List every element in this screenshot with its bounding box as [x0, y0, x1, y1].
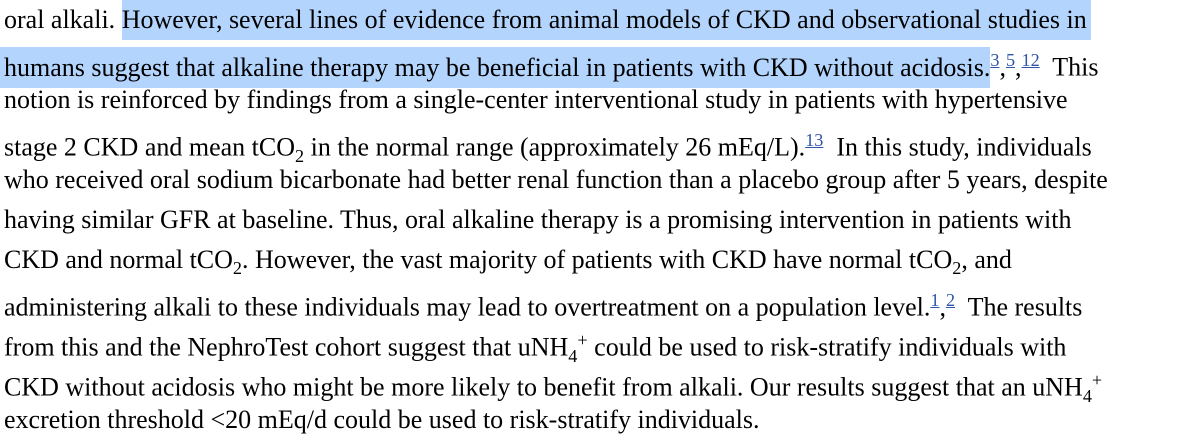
text-run: In this study, individuals: [823, 132, 1092, 162]
text-line: from this and the NephroTest cohort sugg…: [4, 320, 1200, 366]
text-run: CKD without acidosis who might be more l…: [4, 372, 1083, 402]
reference-link[interactable]: 13: [805, 130, 824, 150]
text-run: This: [1039, 52, 1099, 82]
subscript-text: 2: [952, 258, 962, 279]
text-line: CKD and normal tCO2. However, the vast m…: [4, 240, 1200, 280]
subscript-text: 4: [568, 345, 578, 366]
reference-link[interactable]: 5: [1005, 50, 1016, 70]
text-run: could be used to risk-stratify individua…: [587, 332, 1067, 362]
text-run: ,: [999, 52, 1006, 82]
reference-link[interactable]: 2: [945, 290, 956, 310]
text-line: administering alkali to these individual…: [4, 280, 1200, 322]
text-run: who received oral sodium bicarbonate had…: [4, 165, 1108, 194]
selection-highlight: However, several lines of evidence from …: [121, 0, 1091, 40]
text-run: in the normal range (approximately 26 mE…: [304, 132, 806, 162]
text-line: stage 2 CKD and mean tCO2 in the normal …: [4, 120, 1200, 166]
reference-link[interactable]: 1: [930, 290, 940, 310]
superscript-text: +: [1091, 370, 1103, 390]
subscript-text: 4: [1082, 385, 1092, 406]
text-run: CKD and normal tCO: [4, 245, 233, 274]
selection-highlight: humans suggest that alkaline therapy may…: [0, 46, 991, 88]
subscript-text: 2: [232, 258, 243, 279]
text-run: notion is reinforced by findings from a …: [4, 85, 1068, 114]
text-run: from this and the NephroTest cohort sugg…: [4, 332, 569, 362]
subscript-text: 2: [295, 145, 305, 166]
text-run: ,: [939, 292, 946, 322]
superscript-text: +: [577, 330, 588, 350]
text-line: oral alkali. However, several lines of e…: [4, 0, 1200, 40]
text-line: CKD without acidosis who might be more l…: [4, 360, 1200, 406]
text-run: , and: [961, 245, 1012, 274]
text-run: . However, the vast majority of patients…: [242, 245, 953, 274]
text-run: oral alkali.: [4, 5, 122, 34]
reference-link[interactable]: 3: [990, 50, 1000, 70]
text-line: having similar GFR at baseline. Thus, or…: [4, 200, 1200, 240]
text-run: ,: [1015, 52, 1022, 82]
text-run: excretion threshold <20 mEq/d could be u…: [4, 405, 760, 434]
text-line: notion is reinforced by findings from a …: [4, 80, 1200, 120]
text-line: who received oral sodium bicarbonate had…: [4, 160, 1200, 200]
text-run: stage 2 CKD and mean tCO: [4, 132, 296, 162]
text-run: administering alkali to these individual…: [4, 292, 931, 322]
text-line: humans suggest that alkaline therapy may…: [0, 40, 1200, 88]
text-run: having similar GFR at baseline. Thus, or…: [4, 205, 1072, 234]
reference-link[interactable]: 12: [1021, 50, 1040, 70]
text-run: The results: [955, 292, 1083, 322]
text-line: excretion threshold <20 mEq/d could be u…: [4, 400, 1200, 440]
